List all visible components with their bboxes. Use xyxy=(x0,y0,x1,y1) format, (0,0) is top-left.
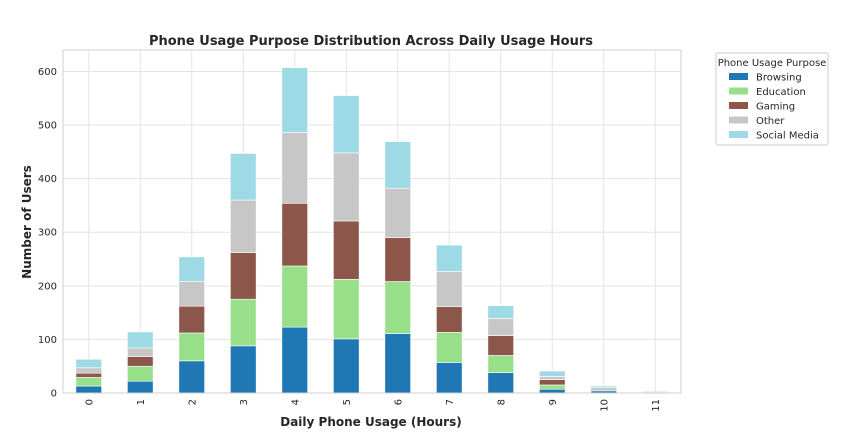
bar-segment-education xyxy=(178,332,205,362)
bar-segment-browsing xyxy=(436,362,463,394)
bar-segment-social-media xyxy=(642,391,669,393)
plot-frame xyxy=(62,49,682,394)
bar-segment-gaming xyxy=(384,237,411,282)
bar-segment-gaming xyxy=(539,379,566,386)
legend-swatch xyxy=(729,73,748,80)
bar-segment-other xyxy=(230,199,257,253)
bar-segment-education xyxy=(281,265,308,328)
bar-segment-social-media xyxy=(230,153,257,201)
bar-segment-gaming xyxy=(230,252,257,300)
bar-segment-social-media xyxy=(333,95,360,154)
bar-segment-social-media xyxy=(539,370,566,377)
bar-segment-gaming xyxy=(487,335,514,356)
legend-label: Education xyxy=(756,87,806,98)
legend-items: Browsing Education Gaming Other Social Media xyxy=(729,73,819,142)
legend-label: Other xyxy=(756,116,785,127)
legend-swatch xyxy=(729,87,748,95)
bar-segment-social-media xyxy=(436,244,463,272)
bar-segment-other xyxy=(436,271,463,308)
bar-segment-social-media xyxy=(590,385,617,388)
bar-segment-other xyxy=(590,387,617,392)
legend-label: Social Media xyxy=(756,131,819,142)
legend-label: Gaming xyxy=(756,102,795,113)
bar-segment-gaming xyxy=(333,220,360,280)
gridlines xyxy=(63,50,681,394)
bar-segment-education xyxy=(539,384,566,390)
legend-swatch xyxy=(729,131,748,138)
bar-segment-browsing xyxy=(487,372,514,394)
bar-segment-education xyxy=(487,355,514,373)
y-tick-label: 100 xyxy=(38,335,57,346)
y-axis-label: Number of Users xyxy=(20,165,34,279)
bar-segment-browsing xyxy=(230,345,257,394)
bar-segment-social-media xyxy=(281,67,308,133)
legend-swatch xyxy=(729,116,748,124)
x-tick-label: 2 xyxy=(187,399,198,405)
x-tick-label: 7 xyxy=(445,399,456,405)
bar-segment-browsing xyxy=(178,360,205,394)
bar-segment-education xyxy=(384,281,411,334)
x-tick-label: 8 xyxy=(496,399,507,405)
bar-segment-browsing xyxy=(75,385,102,394)
legend: Phone Usage Purpose Browsing Education Gam… xyxy=(715,52,829,146)
x-tick-label: 4 xyxy=(290,399,301,405)
bars xyxy=(75,67,669,394)
bar-segment-education xyxy=(230,298,257,347)
x-tick-label: 1 xyxy=(136,399,147,405)
bar-segment-gaming xyxy=(75,372,102,378)
bar-segment-social-media xyxy=(384,141,411,189)
x-tick-label: 3 xyxy=(239,399,250,405)
x-axis-label: Daily Phone Usage (Hours) xyxy=(280,415,461,429)
y-tick-label: 400 xyxy=(38,174,57,185)
bar-segment-browsing xyxy=(127,380,154,394)
bar-segment-education xyxy=(436,332,463,363)
legend-title: Phone Usage Purpose xyxy=(718,58,827,69)
x-tick-label: 9 xyxy=(548,399,559,405)
bar-segment-gaming xyxy=(127,356,154,367)
bar-segment-browsing xyxy=(539,388,566,394)
bar-segment-other xyxy=(539,376,566,380)
bar-segment-browsing xyxy=(333,338,360,394)
y-tick-label: 600 xyxy=(38,67,57,78)
y-tick-label: 200 xyxy=(38,281,57,292)
bar-segment-other xyxy=(333,152,360,222)
bar-segment-social-media xyxy=(75,358,102,369)
x-tick-labels: 0 1 2 3 4 5 6 7 8 9 10 11 xyxy=(84,399,662,412)
y-tick-labels: 0 100 200 300 400 500 600 xyxy=(38,67,57,400)
bar-segment-browsing xyxy=(281,326,308,394)
bar-segment-other xyxy=(487,318,514,336)
bar-segment-gaming xyxy=(436,306,463,333)
bar-segment-gaming xyxy=(281,202,308,267)
legend-swatch xyxy=(729,102,748,109)
bar-segment-education xyxy=(333,279,360,340)
x-tick-label: 11 xyxy=(651,399,662,412)
chart-title: Phone Usage Purpose Distribution Across … xyxy=(149,34,593,49)
x-tick-label: 0 xyxy=(84,399,95,405)
bar-segment-other xyxy=(75,367,102,374)
bar-segment-education xyxy=(75,377,102,387)
bar-segment-browsing xyxy=(384,333,411,394)
bar-segment-other xyxy=(178,281,205,307)
bar-segment-social-media xyxy=(178,256,205,282)
bar-segment-other xyxy=(384,187,411,238)
bar-segment-other xyxy=(127,347,154,357)
y-tick-label: 300 xyxy=(38,228,57,239)
x-tick-label: 5 xyxy=(342,399,353,405)
y-tick-label: 500 xyxy=(38,121,57,132)
y-tick-label: 0 xyxy=(51,389,57,400)
bar-segment-social-media xyxy=(127,331,154,349)
bar-segment-other xyxy=(281,132,308,204)
bar-segment-gaming xyxy=(178,305,205,334)
bar-segment-social-media xyxy=(487,305,514,319)
legend-label: Browsing xyxy=(756,73,802,84)
x-tick-label: 6 xyxy=(393,399,404,405)
bar-segment-education xyxy=(127,365,154,382)
x-tick-label: 10 xyxy=(599,399,610,412)
